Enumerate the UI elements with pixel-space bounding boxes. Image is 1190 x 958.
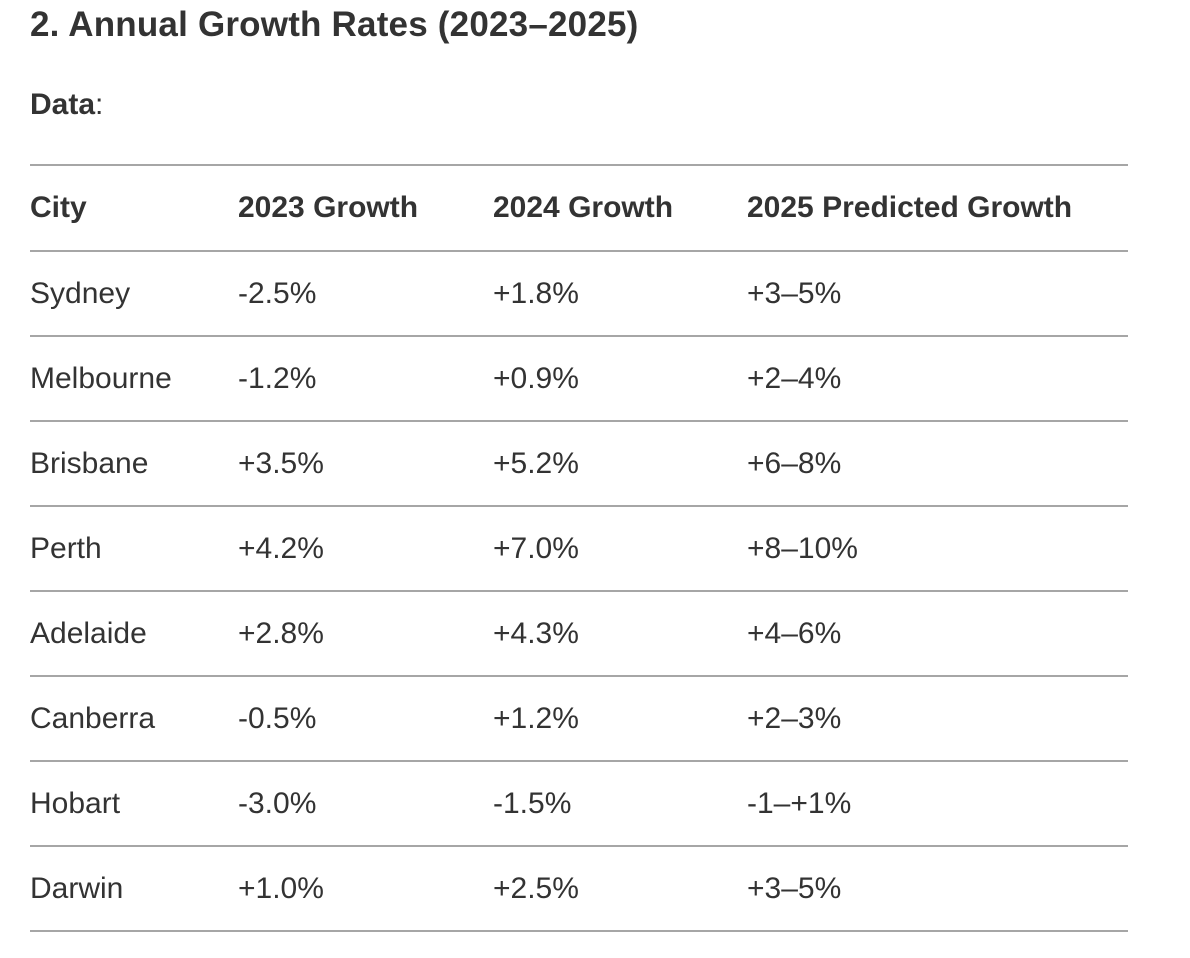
table-header: City 2023 Growth 2024 Growth 2025 Predic… — [30, 165, 1128, 251]
section-heading: 2. Annual Growth Rates (2023–2025) — [30, 5, 639, 44]
growth-2023-cell: +3.5% — [238, 446, 324, 480]
table-row: Perth +4.2% +7.0% +8–10% — [30, 506, 1128, 591]
growth-2024-cell: +1.8% — [493, 276, 579, 310]
city-cell: Perth — [30, 531, 102, 565]
growth-2025-cell: +6–8% — [747, 446, 842, 480]
growth-2025-cell: +2–3% — [747, 701, 842, 735]
city-cell: Melbourne — [30, 361, 172, 395]
growth-2025-cell: +8–10% — [747, 531, 858, 565]
table-row: Adelaide +2.8% +4.3% +4–6% — [30, 591, 1128, 676]
growth-2025-cell: +4–6% — [747, 616, 842, 650]
table-row: Darwin +1.0% +2.5% +3–5% — [30, 846, 1128, 931]
growth-2023-cell: +1.0% — [238, 871, 324, 905]
data-label-colon: : — [95, 88, 104, 121]
column-header-city: City — [30, 191, 87, 224]
growth-2024-cell: +2.5% — [493, 871, 579, 905]
table-row: Hobart -3.0% -1.5% -1–+1% — [30, 761, 1128, 846]
table-row: Melbourne -1.2% +0.9% +2–4% — [30, 336, 1128, 421]
growth-2023-cell: +2.8% — [238, 616, 324, 650]
city-cell: Sydney — [30, 276, 131, 310]
growth-2023-cell: -2.5% — [238, 276, 317, 310]
table-row: Sydney -2.5% +1.8% +3–5% — [30, 251, 1128, 336]
table-row: Canberra -0.5% +1.2% +2–3% — [30, 676, 1128, 761]
document-body: 2. Annual Growth Rates (2023–2025) Data:… — [30, 5, 1128, 932]
growth-2024-cell: +0.9% — [493, 361, 579, 395]
growth-2024-cell: +4.3% — [493, 616, 579, 650]
growth-2025-cell: +3–5% — [747, 871, 842, 905]
city-cell: Hobart — [30, 786, 121, 820]
city-cell: Adelaide — [30, 616, 147, 650]
growth-rates-table: City 2023 Growth 2024 Growth 2025 Predic… — [30, 164, 1128, 932]
city-cell: Brisbane — [30, 446, 149, 480]
growth-2023-cell: -3.0% — [238, 786, 317, 820]
growth-2025-cell: +2–4% — [747, 361, 842, 395]
growth-2024-cell: -1.5% — [493, 786, 572, 820]
table-row: Brisbane +3.5% +5.2% +6–8% — [30, 421, 1128, 506]
city-cell: Canberra — [30, 701, 156, 735]
data-label-bold: Data — [30, 88, 96, 121]
growth-2023-cell: -1.2% — [238, 361, 317, 395]
growth-2024-cell: +7.0% — [493, 531, 579, 565]
column-header-2025-predicted-growth: 2025 Predicted Growth — [747, 191, 1073, 224]
column-header-2023-growth: 2023 Growth — [238, 191, 419, 224]
growth-2024-cell: +5.2% — [493, 446, 579, 480]
growth-2024-cell: +1.2% — [493, 701, 579, 735]
data-label: Data: — [30, 89, 1128, 120]
city-cell: Darwin — [30, 871, 124, 905]
growth-2025-cell: -1–+1% — [747, 786, 852, 820]
growth-2023-cell: -0.5% — [238, 701, 317, 735]
table-body: Sydney -2.5% +1.8% +3–5% Melbourne -1.2%… — [30, 251, 1128, 931]
table-header-row: City 2023 Growth 2024 Growth 2025 Predic… — [30, 165, 1128, 251]
column-header-2024-growth: 2024 Growth — [493, 191, 674, 224]
growth-2023-cell: +4.2% — [238, 531, 324, 565]
growth-2025-cell: +3–5% — [747, 276, 842, 310]
